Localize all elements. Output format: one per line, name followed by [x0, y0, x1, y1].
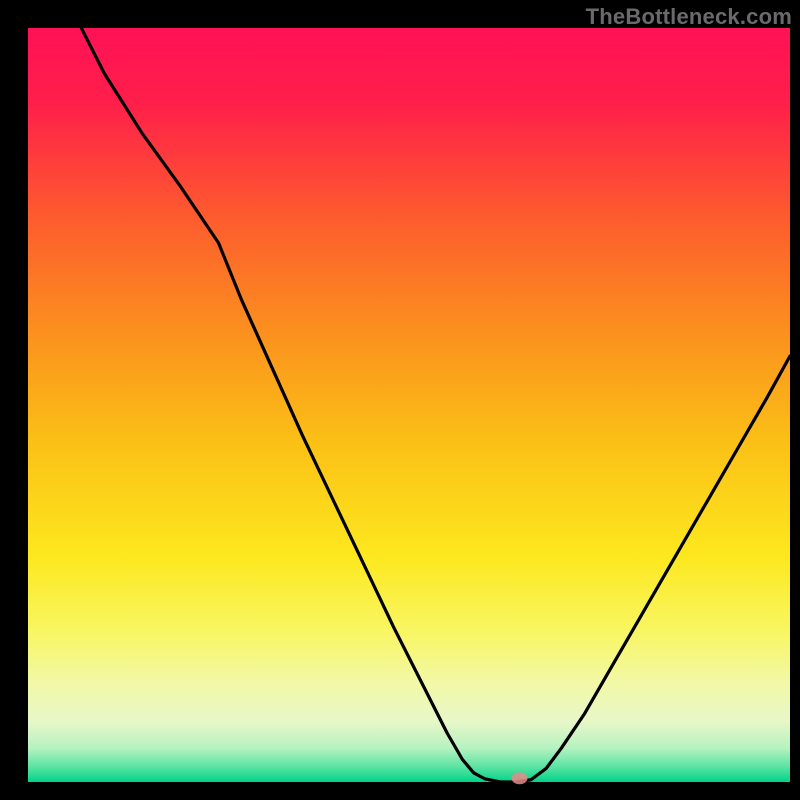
chart-container: TheBottleneck.com [0, 0, 800, 800]
bottleneck-curve [81, 28, 790, 782]
attribution-label: TheBottleneck.com [586, 4, 792, 30]
chart-svg-overlay [0, 0, 800, 800]
optimal-point-marker [511, 772, 527, 784]
